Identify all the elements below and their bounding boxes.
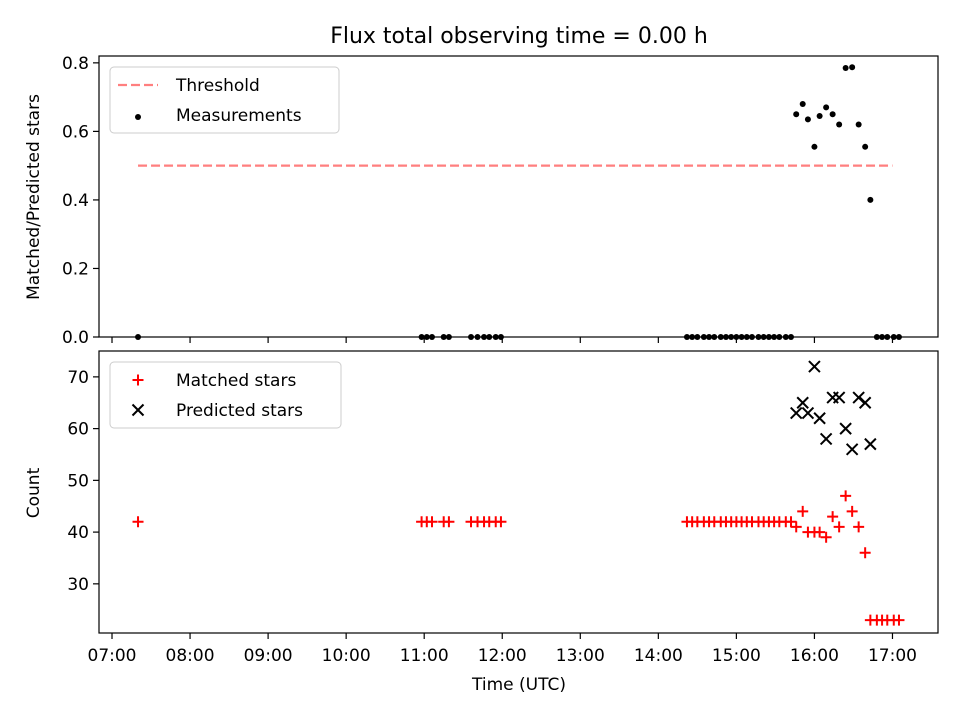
measurement-point	[804, 116, 811, 123]
bottom-y-tick-label: 60	[67, 420, 89, 440]
bottom-panel-y-axis-label: Count	[24, 467, 44, 518]
x-tick-label: 08:00	[166, 646, 215, 666]
x-tick-label: 11:00	[400, 646, 449, 666]
matched-stars-point	[859, 547, 871, 559]
bottom-axes-frame	[98, 350, 939, 634]
chart-title: Flux total observing time = 0.00 h	[330, 24, 708, 49]
predicted-stars-point	[796, 396, 809, 409]
x-tick-label: 16:00	[790, 646, 839, 666]
predicted-stars-point	[864, 437, 877, 451]
legend-label: Threshold	[175, 76, 260, 96]
measurement-point	[816, 112, 823, 119]
predicted-stars-point	[790, 406, 803, 420]
bottom-y-tick-label: 30	[67, 575, 89, 595]
matched-stars-point	[790, 521, 802, 533]
x-axis-label: Time (UTC)	[471, 675, 566, 695]
matched-stars-point	[846, 505, 858, 517]
measurement-point	[793, 111, 800, 118]
legend-label: Matched stars	[176, 371, 296, 391]
predicted-stars-point	[845, 443, 859, 456]
x-tick-label: 07:00	[88, 646, 137, 666]
matched-stars-point	[443, 516, 455, 528]
x-tick-label: 13:00	[556, 646, 605, 666]
matched-stars-point	[893, 614, 905, 626]
predicted-stars-point	[832, 391, 846, 404]
top-panel-ratio: Matched/Predicted stars 0.0 0.2 0.4 0.6 0.8 T…	[24, 54, 939, 348]
top-y-tick-label: 0.4	[62, 191, 89, 211]
measurement-point	[799, 100, 806, 107]
top-y-tick-label: 0.6	[62, 122, 89, 142]
matched-stars-point	[833, 521, 845, 533]
measurement-point	[855, 121, 862, 128]
measurement-point	[867, 196, 874, 203]
predicted-stars-point	[801, 406, 815, 420]
x-tick-label: 09:00	[244, 646, 293, 666]
bottom-legend-box	[109, 361, 342, 429]
legend-matched-swatch	[132, 374, 144, 386]
legend-measurement-swatch	[135, 114, 141, 120]
x-tick-label: 17:00	[868, 646, 917, 666]
matched-stars-point	[840, 490, 852, 502]
matched-stars-point	[132, 516, 144, 528]
measurement-point	[829, 111, 836, 118]
top-y-tick-label: 0.2	[62, 259, 89, 279]
matched-stars-point	[853, 521, 865, 533]
legend-label: Measurements	[176, 106, 302, 126]
measurement-point	[849, 64, 856, 71]
measurement-point	[862, 143, 869, 150]
matched-stars-point	[495, 516, 507, 528]
bottom-y-tick-label: 40	[67, 523, 89, 543]
measurement-point	[811, 143, 818, 150]
bottom-panel-counts: Count 30 40 50 60 70 07:00 08:00 09:00 10:00 11:0…	[24, 350, 939, 666]
top-y-tick-label: 0.8	[62, 54, 89, 74]
measurement-point	[836, 121, 843, 128]
predicted-stars-point	[813, 412, 826, 425]
x-tick-label: 15:00	[712, 646, 761, 666]
measurement-point	[842, 64, 849, 71]
matched-stars-point	[827, 511, 839, 523]
legend-predicted-swatch	[131, 403, 145, 417]
top-axes-frame	[98, 55, 939, 338]
matched-stars-point	[797, 505, 809, 517]
predicted-stars-point	[808, 360, 821, 373]
top-y-tick-label: 0.0	[62, 328, 89, 348]
x-tick-label: 14:00	[634, 646, 683, 666]
matched-stars-point	[814, 526, 826, 538]
predicted-stars-point	[839, 422, 852, 435]
bottom-y-tick-label: 50	[67, 471, 89, 491]
bottom-y-tick-label: 70	[67, 368, 89, 388]
top-legend-box	[109, 66, 340, 134]
matched-stars-point	[426, 516, 438, 528]
measurement-point	[823, 104, 830, 111]
top-panel-y-axis-label: Matched/Predicted stars	[24, 94, 44, 300]
predicted-stars-point	[819, 432, 833, 446]
x-tick-label: 10:00	[322, 646, 371, 666]
matched-stars-point	[820, 531, 832, 543]
legend-label: Predicted stars	[176, 401, 303, 421]
matched-stars-point	[785, 516, 797, 528]
predicted-stars-point	[858, 396, 872, 409]
x-tick-label: 12:00	[478, 646, 527, 666]
